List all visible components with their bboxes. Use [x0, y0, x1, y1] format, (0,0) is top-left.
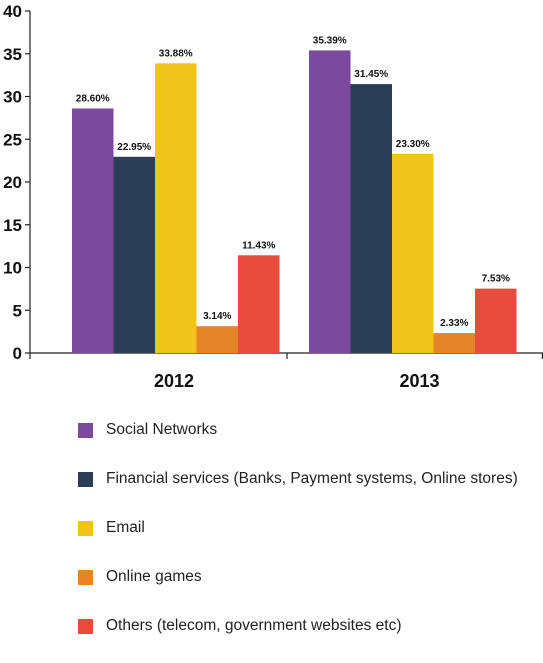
y-tick-label: 35: [3, 45, 22, 64]
legend-item-social-networks: Social Networks: [78, 418, 518, 442]
legend-label: Email: [106, 519, 145, 536]
bar: [72, 108, 114, 353]
legend-label: Others (telecom, government websites etc…: [106, 617, 402, 634]
y-tick-label: 10: [3, 259, 22, 278]
legend-swatch: [78, 618, 93, 634]
y-tick-label: 20: [3, 173, 22, 192]
x-category-label: 2012: [154, 371, 194, 391]
legend-label: Financial services (Banks, Payment syste…: [106, 470, 518, 487]
y-tick-label: 25: [3, 130, 22, 149]
x-category-label: 2013: [399, 371, 439, 391]
data-label: 23.30%: [396, 139, 430, 150]
y-axis: 0 5 10 15 20 25 30 35 40: [3, 2, 31, 363]
data-labels: 28.60% 22.95% 33.88% 3.14% 11.43% 35.39% 31.45…: [76, 35, 510, 329]
bar: [113, 156, 155, 353]
bar: [392, 153, 434, 353]
data-label: 22.95%: [117, 142, 151, 153]
bar: [350, 84, 392, 353]
y-tick-label: 0: [13, 344, 22, 363]
data-label: 7.53%: [482, 274, 510, 285]
legend-item-email: Email: [78, 516, 518, 540]
data-label: 11.43%: [242, 240, 275, 251]
legend-item-online-games: Online games: [78, 565, 518, 589]
bar: [155, 63, 197, 354]
bar-chart: 0 5 10 15 20 25 30 35 40 2012 2013 28.60% 22.95% 33…: [3, 2, 543, 391]
legend-label: Online games: [106, 568, 202, 585]
data-label: 2.33%: [440, 318, 468, 329]
data-label: 28.60%: [76, 93, 110, 104]
legend-swatch: [78, 422, 93, 438]
legend-swatch: [78, 569, 93, 585]
bar: [196, 326, 238, 353]
legend: Social Networks Financial services (Bank…: [78, 418, 518, 663]
y-tick-label: 15: [3, 216, 22, 235]
legend-swatch: [78, 471, 93, 487]
data-label: 35.39%: [313, 35, 347, 46]
bar: [433, 333, 475, 353]
bar: [238, 255, 280, 353]
legend-swatch: [78, 520, 93, 536]
y-tick-label: 40: [3, 2, 22, 21]
data-label: 33.88%: [159, 48, 193, 59]
legend-item-financial-services: Financial services (Banks, Payment syste…: [78, 467, 518, 491]
legend-item-others: Others (telecom, government websites etc…: [78, 614, 518, 638]
bars: [72, 50, 517, 354]
y-tick-label: 5: [13, 301, 22, 320]
bar: [475, 288, 517, 353]
bar: [309, 50, 351, 354]
data-label: 3.14%: [203, 311, 231, 322]
y-tick-label: 30: [3, 88, 22, 107]
x-axis: 2012 2013: [29, 352, 543, 391]
legend-label: Social Networks: [106, 421, 218, 438]
data-label: 31.45%: [354, 69, 388, 80]
